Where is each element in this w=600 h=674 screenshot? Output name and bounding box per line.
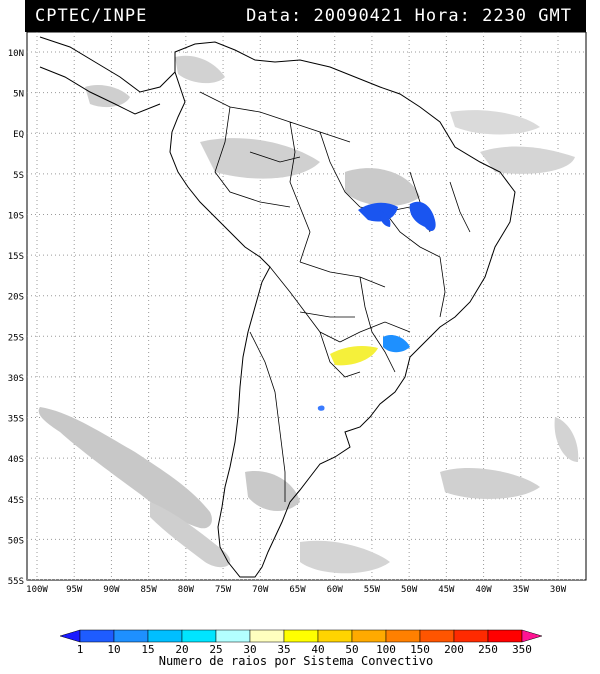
cloud-band-pacific — [38, 407, 212, 529]
colorbar-swatch — [317, 629, 353, 643]
central-america-coastline — [39, 36, 176, 93]
colorbar-swatch — [147, 629, 183, 643]
lon-label: 90W — [103, 585, 120, 592]
colorbar-tick-label: 200 — [444, 643, 464, 656]
lat-label: 25S — [8, 333, 24, 343]
lon-label: 55W — [364, 585, 381, 592]
colorbar-tick-label: 250 — [478, 643, 498, 656]
cloud-central-brazil — [345, 168, 420, 207]
colorbar-tick-label: 10 — [107, 643, 120, 656]
colorbar-caption: Numero de raios por Sistema Convectivo — [159, 654, 434, 668]
colorbar-svg: 1 10 15 20 25 30 35 40 50 100 150 200 250 350 Numero … — [59, 629, 543, 668]
south-america-map: 10N5NEQ5S10S15S20S25S30S35S40S45S50S55S … — [8, 31, 587, 595]
colorbar-tick-label: 15 — [141, 643, 154, 656]
lon-label: 85W — [141, 585, 158, 592]
timezone-label: GMT — [538, 6, 572, 26]
latitude-labels: 10N 5N EQ 5S 10S 15S 20S 25S 30S 35S 40S 45S 50S 55S — [8, 49, 24, 587]
colorbar: 1 10 15 20 25 30 35 40 50 100 150 200 250 350 Numero … — [0, 622, 600, 670]
cloud-far-atlantic — [554, 417, 579, 462]
time-value: 2230 — [482, 6, 528, 26]
lightning-cluster-4 — [383, 335, 410, 353]
colorbar-tick-label: 25 — [209, 643, 222, 656]
cloud-south-atlantic — [440, 467, 540, 499]
map-header: CPTEC/INPE Data: 20090421 Hora: 2230 GMT — [25, 0, 586, 32]
colorbar-swatch — [385, 629, 421, 643]
colorbar-swatch — [521, 629, 543, 643]
colorbar-swatch — [59, 629, 81, 643]
map-panel: 10N 5N EQ 5S 10S 15S 20S 25S 30S 35S 40S 45S 50S 55S … — [0, 31, 600, 595]
data-label: Data: — [246, 6, 303, 26]
colorbar-swatch — [181, 629, 217, 643]
lon-label: 65W — [289, 585, 306, 592]
colorbar-cells — [59, 629, 543, 643]
colorbar-ticks: 1 10 15 20 25 30 35 40 50 100 150 200 250 350 — [77, 643, 532, 656]
lon-label: 45W — [438, 585, 455, 592]
cloud-tropical-1 — [85, 85, 130, 108]
colorbar-swatch — [419, 629, 455, 643]
colorbar-swatch — [351, 629, 387, 643]
lat-label: 10N — [8, 49, 24, 59]
lat-label: 20S — [8, 293, 24, 303]
lat-label: 45S — [8, 496, 24, 506]
lon-label: 35W — [513, 585, 530, 592]
colorbar-tick-label: 350 — [512, 643, 532, 656]
lon-label: 30W — [550, 585, 567, 592]
cloud-atlantic-north — [480, 146, 575, 174]
colorbar-tick-label: 50 — [345, 643, 358, 656]
lat-label: 30S — [8, 374, 24, 384]
colorbar-swatch — [487, 629, 523, 643]
colorbar-tick-label: 35 — [277, 643, 290, 656]
colorbar-swatch — [249, 629, 285, 643]
lat-label: 55S — [8, 577, 24, 587]
cloud-amazon — [200, 138, 320, 179]
lightning-cluster-2 — [379, 210, 391, 227]
colorbar-tick-label: 150 — [410, 643, 430, 656]
colorbar-tick-label: 40 — [311, 643, 324, 656]
lon-label: 75W — [215, 585, 232, 592]
lat-label: 5S — [13, 171, 24, 181]
hora-label: Hora: — [414, 6, 471, 26]
lat-label: 40S — [8, 455, 24, 465]
cloud-band-south — [150, 502, 231, 568]
lon-label: 60W — [327, 585, 344, 592]
cloud-tropical-2 — [175, 55, 225, 84]
coastline-layer — [39, 36, 516, 578]
cloud-patagonia — [245, 471, 300, 512]
lightning-cluster-6 — [317, 405, 325, 411]
longitude-labels: 100W 95W 90W 85W 80W 75W 70W 65W 60W 55W 50W 45W 40W… — [26, 585, 567, 595]
colorbar-tick-label: 30 — [243, 643, 256, 656]
lat-label: 35S — [8, 415, 24, 425]
lat-label: 10S — [8, 211, 24, 221]
lat-label: EQ — [13, 130, 24, 140]
lightning-cluster-3 — [409, 201, 436, 232]
agency-label: CPTEC/INPE — [35, 6, 148, 26]
lon-label: 40W — [475, 585, 492, 592]
colorbar-swatch — [113, 629, 149, 643]
lon-label: 100W — [26, 585, 48, 592]
cloud-atlantic-2 — [450, 110, 540, 135]
colorbar-swatch — [283, 629, 319, 643]
datetime-label: Data: 20090421 Hora: 2230 GMT — [246, 6, 572, 26]
date-value: 20090421 — [313, 6, 404, 26]
lat-label: 50S — [8, 536, 24, 546]
lon-label: 80W — [178, 585, 195, 592]
cloud-drake — [300, 540, 390, 574]
colorbar-swatch — [79, 629, 115, 643]
lon-label: 70W — [252, 585, 269, 592]
colorbar-tick-label: 100 — [376, 643, 396, 656]
lightning-layer — [317, 201, 436, 411]
central-america-south — [39, 66, 161, 115]
lon-label: 95W — [66, 585, 83, 592]
cloud-layer — [38, 55, 579, 574]
south-america-coastline — [169, 41, 516, 578]
lon-label: 50W — [401, 585, 418, 592]
lat-label: 5N — [13, 90, 24, 100]
lightning-cluster-5 — [330, 346, 378, 366]
colorbar-tick-label: 1 — [77, 643, 84, 656]
colorbar-swatch — [453, 629, 489, 643]
colorbar-tick-label: 20 — [175, 643, 188, 656]
colorbar-swatch — [215, 629, 251, 643]
lat-label: 15S — [8, 252, 24, 262]
